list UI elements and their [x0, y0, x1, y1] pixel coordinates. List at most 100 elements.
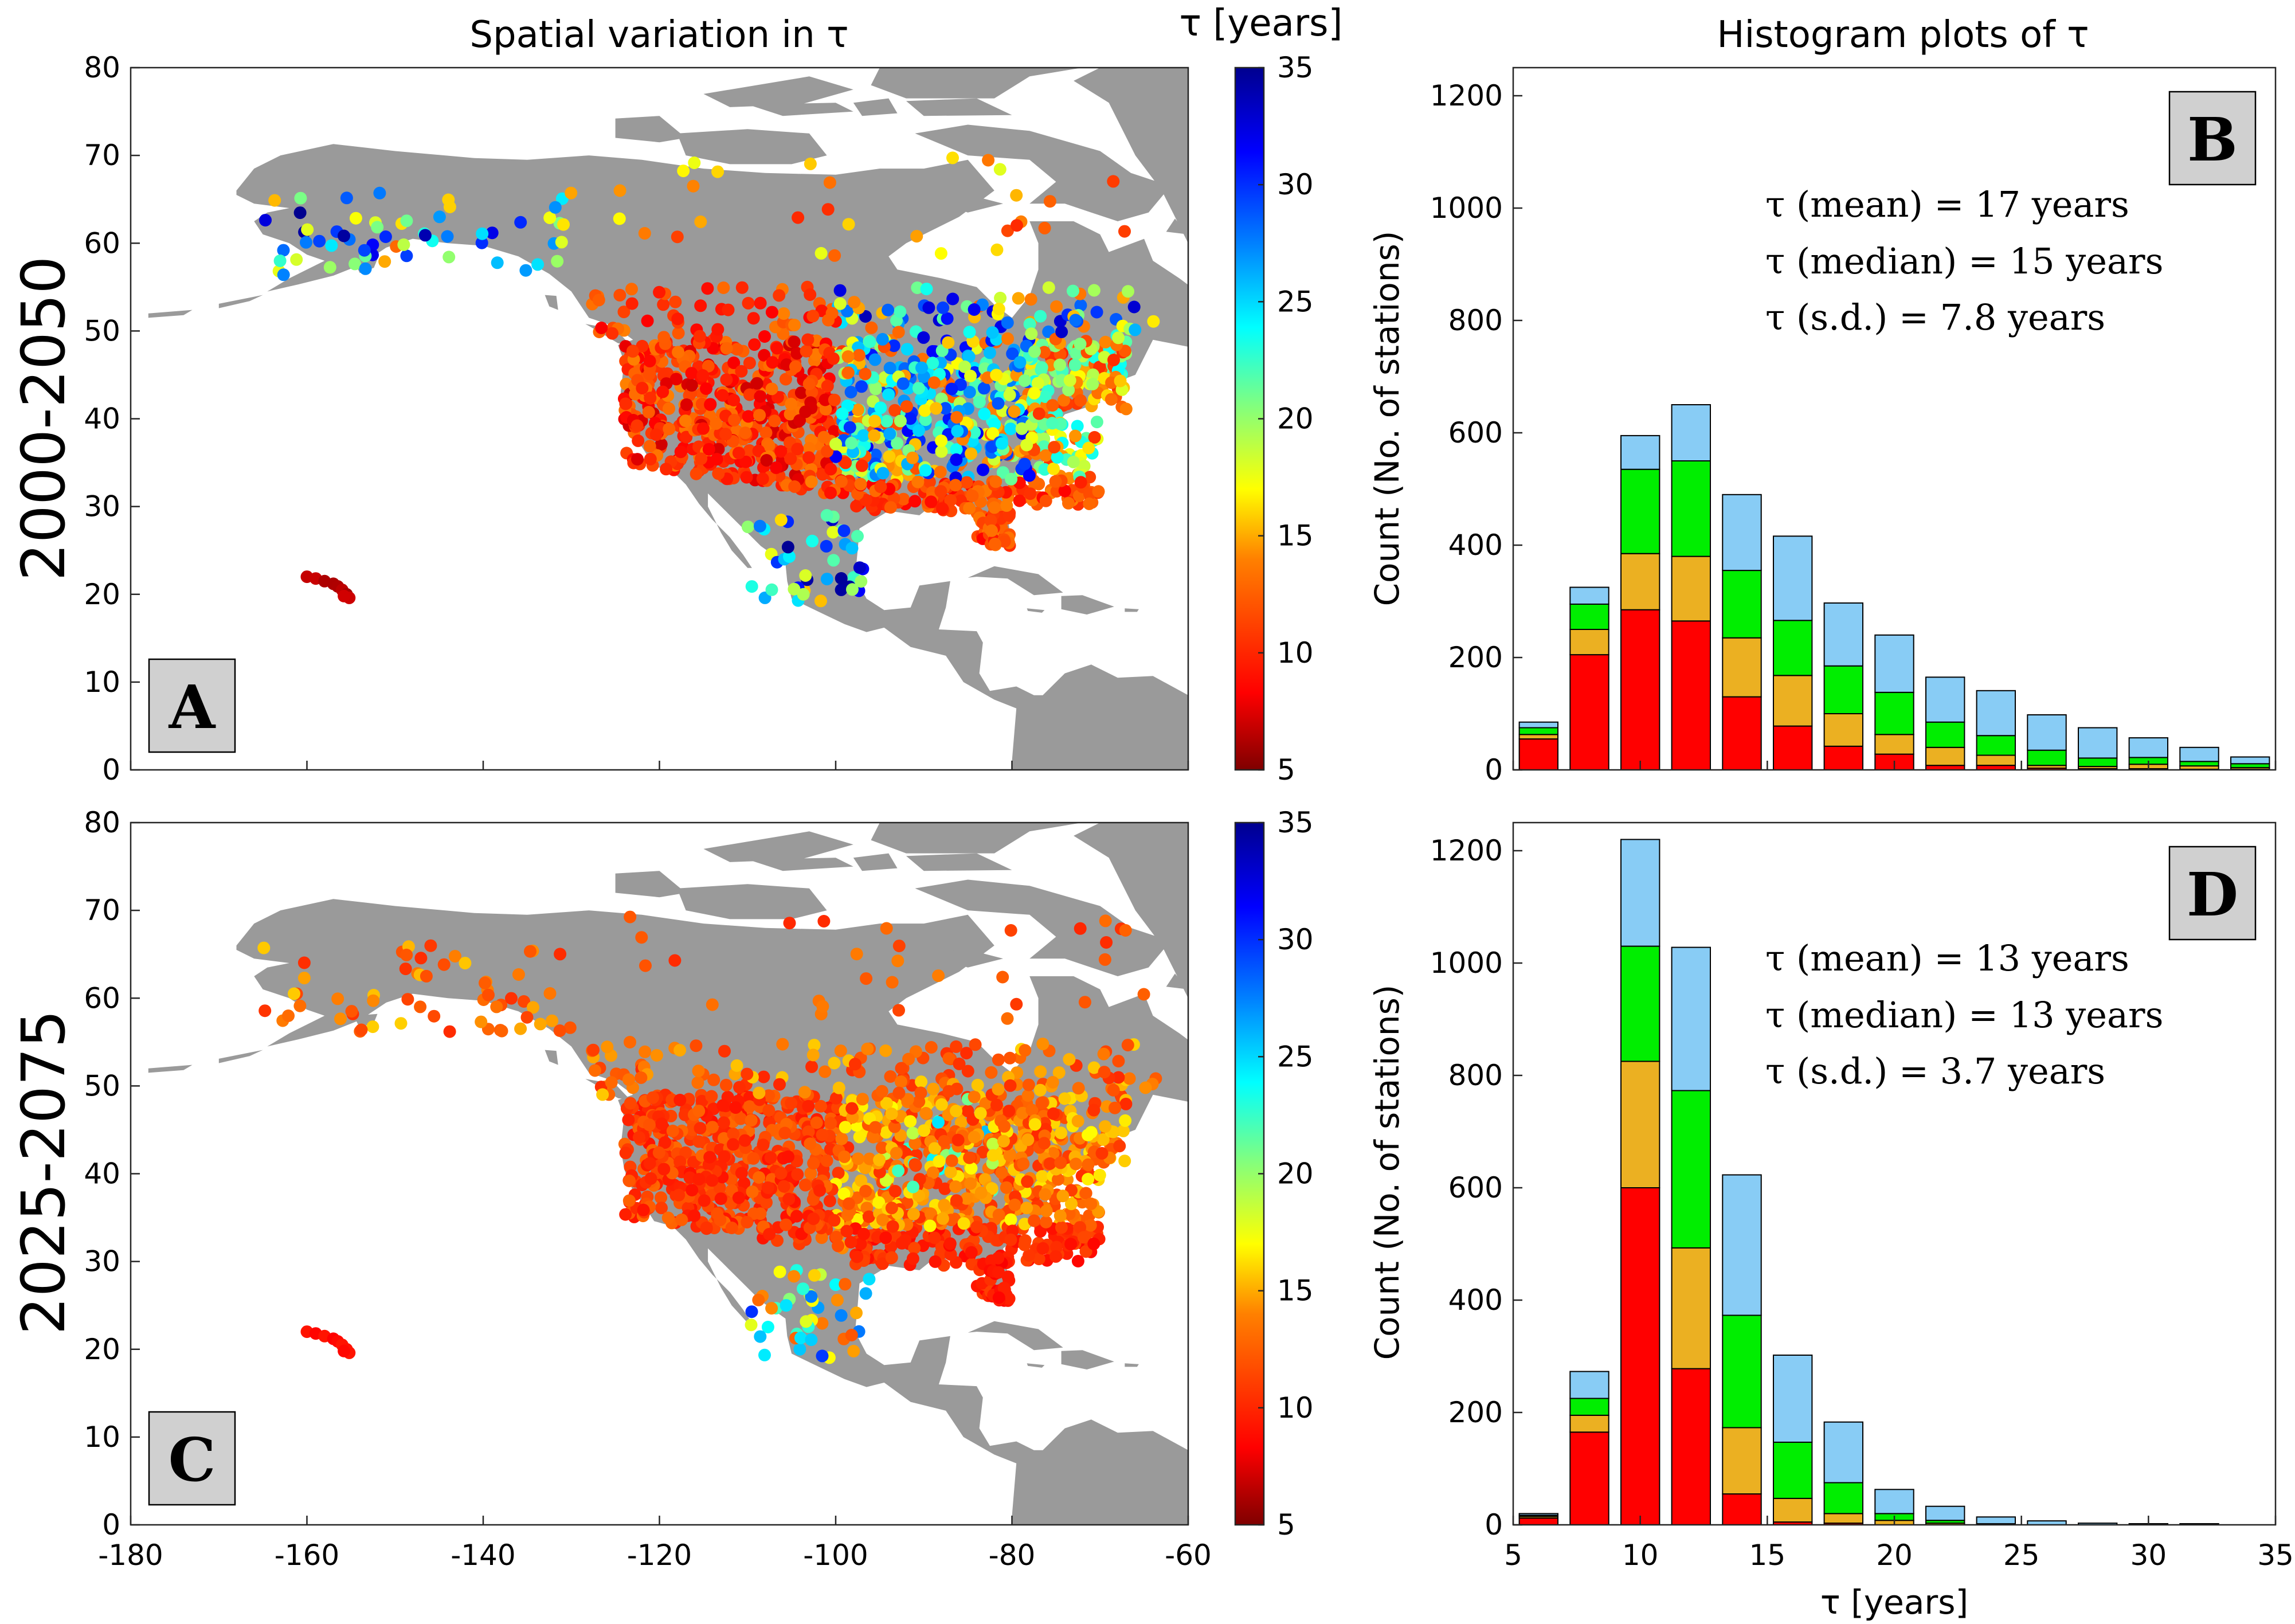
- station-point: [673, 1094, 687, 1106]
- station-point: [827, 526, 840, 539]
- station-point: [992, 1291, 1005, 1304]
- station-point: [923, 1219, 937, 1232]
- station-point: [904, 1115, 917, 1128]
- station-point: [747, 312, 760, 325]
- station-point: [1079, 1245, 1092, 1258]
- station-point: [259, 1004, 272, 1018]
- station-point: [1042, 281, 1055, 294]
- station-point: [563, 1021, 577, 1034]
- histogram-bar-segment: [1518, 1513, 1559, 1516]
- map-x-tick-label: -60: [1165, 1539, 1212, 1572]
- histogram-bar-segment: [1620, 945, 1660, 1062]
- station-point: [1107, 1083, 1120, 1097]
- station-point: [1023, 318, 1036, 331]
- station-point: [414, 952, 428, 965]
- histogram-bar-segment: [1722, 494, 1762, 572]
- histogram-bar-segment: [1569, 586, 1609, 605]
- station-point: [1004, 422, 1017, 436]
- histogram-bar-segment: [1722, 1493, 1762, 1526]
- station-point: [992, 1083, 1005, 1096]
- station-point: [694, 299, 707, 312]
- station-point: [906, 1126, 919, 1140]
- station-point: [345, 1005, 358, 1018]
- map-y-tick-label: 50: [84, 314, 120, 347]
- station-point: [1070, 347, 1083, 360]
- station-point: [949, 1180, 962, 1193]
- station-point: [887, 339, 900, 353]
- station-point: [840, 1224, 853, 1238]
- station-point: [759, 426, 773, 439]
- station-point: [847, 1345, 860, 1357]
- station-point: [766, 356, 779, 369]
- station-point: [313, 234, 326, 248]
- station-point: [647, 1091, 659, 1104]
- station-point: [863, 335, 876, 349]
- station-point: [944, 1165, 957, 1179]
- station-point: [985, 1066, 998, 1079]
- station-point: [835, 572, 848, 585]
- station-point: [961, 1065, 974, 1078]
- station-point: [861, 1042, 874, 1055]
- station-point: [714, 1214, 727, 1227]
- station-point: [601, 1040, 614, 1054]
- station-point: [774, 445, 788, 458]
- histogram-bar-segment: [1976, 690, 2016, 737]
- station-point: [727, 1128, 740, 1141]
- station-point: [672, 327, 685, 340]
- station-point: [791, 443, 804, 456]
- histogram-bar-segment: [1722, 696, 1762, 770]
- station-point: [807, 1157, 820, 1170]
- station-point: [1010, 997, 1023, 1011]
- station-point: [932, 1116, 945, 1129]
- station-point: [459, 957, 472, 970]
- land-polygon: [747, 103, 853, 116]
- station-point: [818, 393, 832, 406]
- station-point: [846, 1111, 859, 1124]
- station-point: [914, 1086, 927, 1099]
- station-point: [1121, 1039, 1134, 1052]
- station-point: [630, 419, 644, 432]
- station-point: [666, 1124, 679, 1137]
- station-point: [957, 1217, 970, 1230]
- station-point: [806, 1048, 820, 1062]
- map-y-tick-label: 70: [84, 894, 120, 927]
- station-point: [883, 427, 896, 440]
- station-point: [891, 437, 904, 450]
- station-point: [355, 1023, 368, 1036]
- station-point: [733, 1081, 746, 1094]
- histogram-b-ylabel: Count (No. of stations): [1368, 231, 1407, 606]
- histogram-bar-segment: [1671, 946, 1712, 1091]
- station-point: [1023, 1249, 1036, 1262]
- station-point: [1003, 1051, 1016, 1065]
- station-point: [824, 486, 837, 499]
- station-point: [1074, 299, 1087, 312]
- station-point: [1000, 499, 1013, 512]
- station-point: [644, 392, 657, 405]
- station-point: [816, 1000, 829, 1013]
- station-point: [1095, 1146, 1109, 1160]
- station-point: [641, 314, 654, 327]
- station-point: [765, 306, 778, 319]
- station-point: [765, 583, 778, 596]
- station-point: [1107, 175, 1120, 188]
- station-point: [359, 262, 372, 275]
- land-polygon: [615, 116, 686, 143]
- station-point: [829, 437, 843, 451]
- station-point: [937, 301, 950, 314]
- land-polygon: [148, 1065, 193, 1073]
- station-point: [738, 1134, 751, 1147]
- station-point: [1053, 358, 1067, 371]
- station-point: [657, 1163, 671, 1176]
- station-point: [965, 1162, 978, 1175]
- station-point: [850, 500, 863, 512]
- station-point: [702, 443, 715, 456]
- station-point: [1071, 1114, 1084, 1128]
- station-point: [829, 1091, 843, 1105]
- station-point: [907, 1180, 919, 1193]
- station-point: [479, 976, 491, 989]
- station-point: [945, 1154, 958, 1167]
- station-point: [829, 1278, 842, 1291]
- station-point: [695, 452, 708, 465]
- histogram-x-tick-label: 35: [2257, 1539, 2294, 1572]
- station-point: [722, 303, 735, 316]
